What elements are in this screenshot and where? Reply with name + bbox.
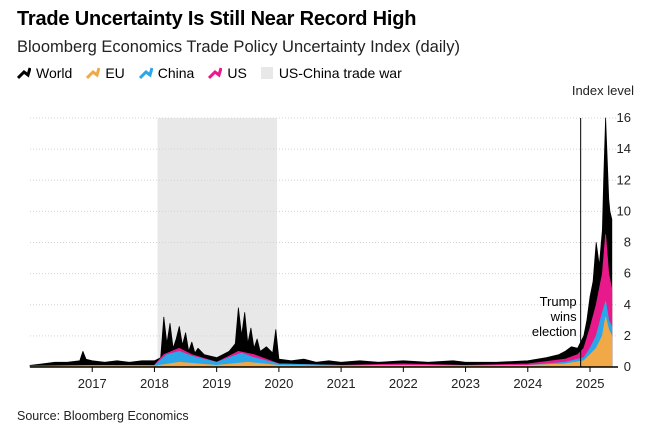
legend-swatch-world: [17, 67, 31, 80]
x-tick-label: 2020: [264, 376, 293, 391]
x-tick-label: 2017: [78, 376, 107, 391]
source-note: Source: Bloomberg Economics: [17, 409, 189, 423]
trade-war-shade: [157, 118, 278, 367]
series-area-world: [29, 117, 613, 368]
legend-label-eu: EU: [105, 65, 125, 81]
y-tick-label: 14: [617, 141, 631, 156]
election-annotation: wins: [550, 309, 578, 324]
legend-label-us: US: [227, 65, 247, 81]
legend-label-trade-war: US-China trade war: [278, 65, 402, 81]
chart-subtitle: Bloomberg Economics Trade Policy Uncerta…: [17, 38, 460, 56]
series-area-eu: [29, 316, 613, 368]
series-area-us: [29, 234, 613, 368]
legend-label-china: China: [157, 65, 195, 81]
x-tick-label: 2025: [576, 376, 605, 391]
series-area-china: [29, 301, 613, 368]
legend-swatch-china: [138, 67, 153, 80]
legend-item-world: World: [17, 65, 72, 81]
legend-label-world: World: [36, 65, 73, 81]
x-tick-label: 2021: [327, 376, 356, 391]
legend-item-us: US: [208, 65, 247, 81]
x-tick-label: 2023: [451, 376, 480, 391]
x-tick-label: 2018: [140, 376, 169, 391]
x-tick-label: 2022: [389, 376, 418, 391]
legend-swatch-eu: [86, 67, 101, 80]
y-tick-label: 8: [624, 235, 631, 250]
election-annotation: Trump: [540, 294, 577, 309]
y-axis-label: Index level: [572, 83, 634, 98]
legend-swatch-us: [208, 67, 223, 80]
y-tick-label: 0: [624, 359, 631, 374]
legend-swatch-trade-war: [260, 67, 273, 79]
y-tick-label: 10: [617, 203, 631, 218]
y-tick-label: 4: [624, 297, 631, 312]
legend-item-trade-war: US-China trade war: [260, 65, 402, 81]
legend-item-eu: EU: [86, 65, 125, 81]
y-tick-label: 16: [617, 110, 631, 125]
x-tick-label: 2019: [202, 376, 231, 391]
legend-item-china: China: [138, 65, 195, 81]
chart-title: Trade Uncertainty Is Still Near Record H…: [17, 8, 417, 30]
chart-legend: World EU China US US-China trade war: [17, 64, 416, 82]
y-tick-label: 2: [624, 328, 631, 343]
x-tick-label: 2024: [513, 376, 542, 391]
y-tick-label: 12: [617, 172, 631, 187]
y-tick-label: 6: [624, 266, 631, 281]
election-annotation: election: [532, 324, 577, 339]
